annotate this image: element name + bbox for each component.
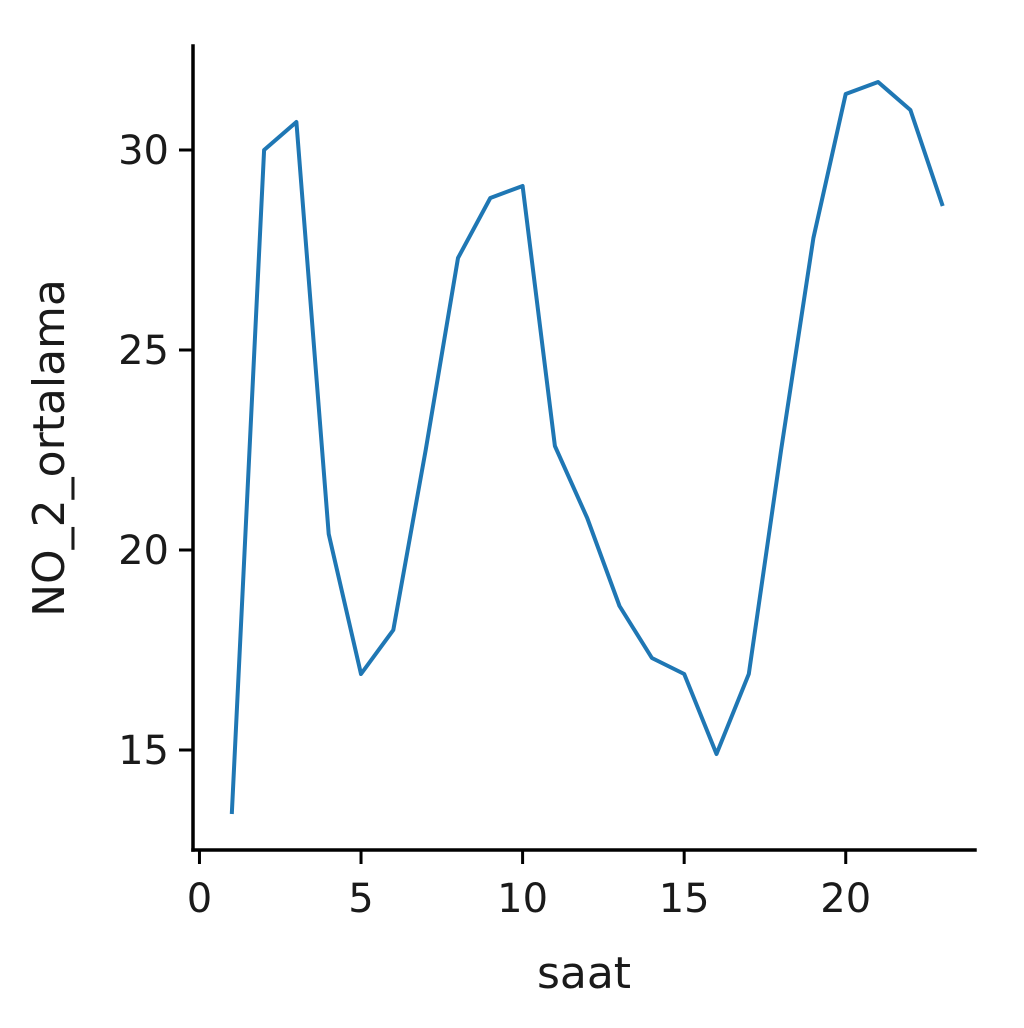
- ticks: 0 5 10 15 20 15 20 25 30: [118, 128, 871, 922]
- x-tick-label: 10: [497, 876, 548, 922]
- y-tick-label: 30: [118, 128, 169, 174]
- x-tick-label: 0: [187, 876, 212, 922]
- x-tick-label: 15: [659, 876, 710, 922]
- axes: [191, 44, 977, 852]
- x-tick-label: 20: [820, 876, 871, 922]
- series-line: [229, 80, 945, 815]
- x-axis-label: saat: [537, 948, 631, 999]
- y-axis-label: NO_2_ortalama: [24, 279, 75, 617]
- y-tick-label: 15: [118, 728, 169, 774]
- series: [229, 80, 945, 815]
- x-tick-label: 5: [348, 876, 373, 922]
- y-tick-label: 20: [118, 528, 169, 574]
- y-tick-label: 25: [118, 328, 169, 374]
